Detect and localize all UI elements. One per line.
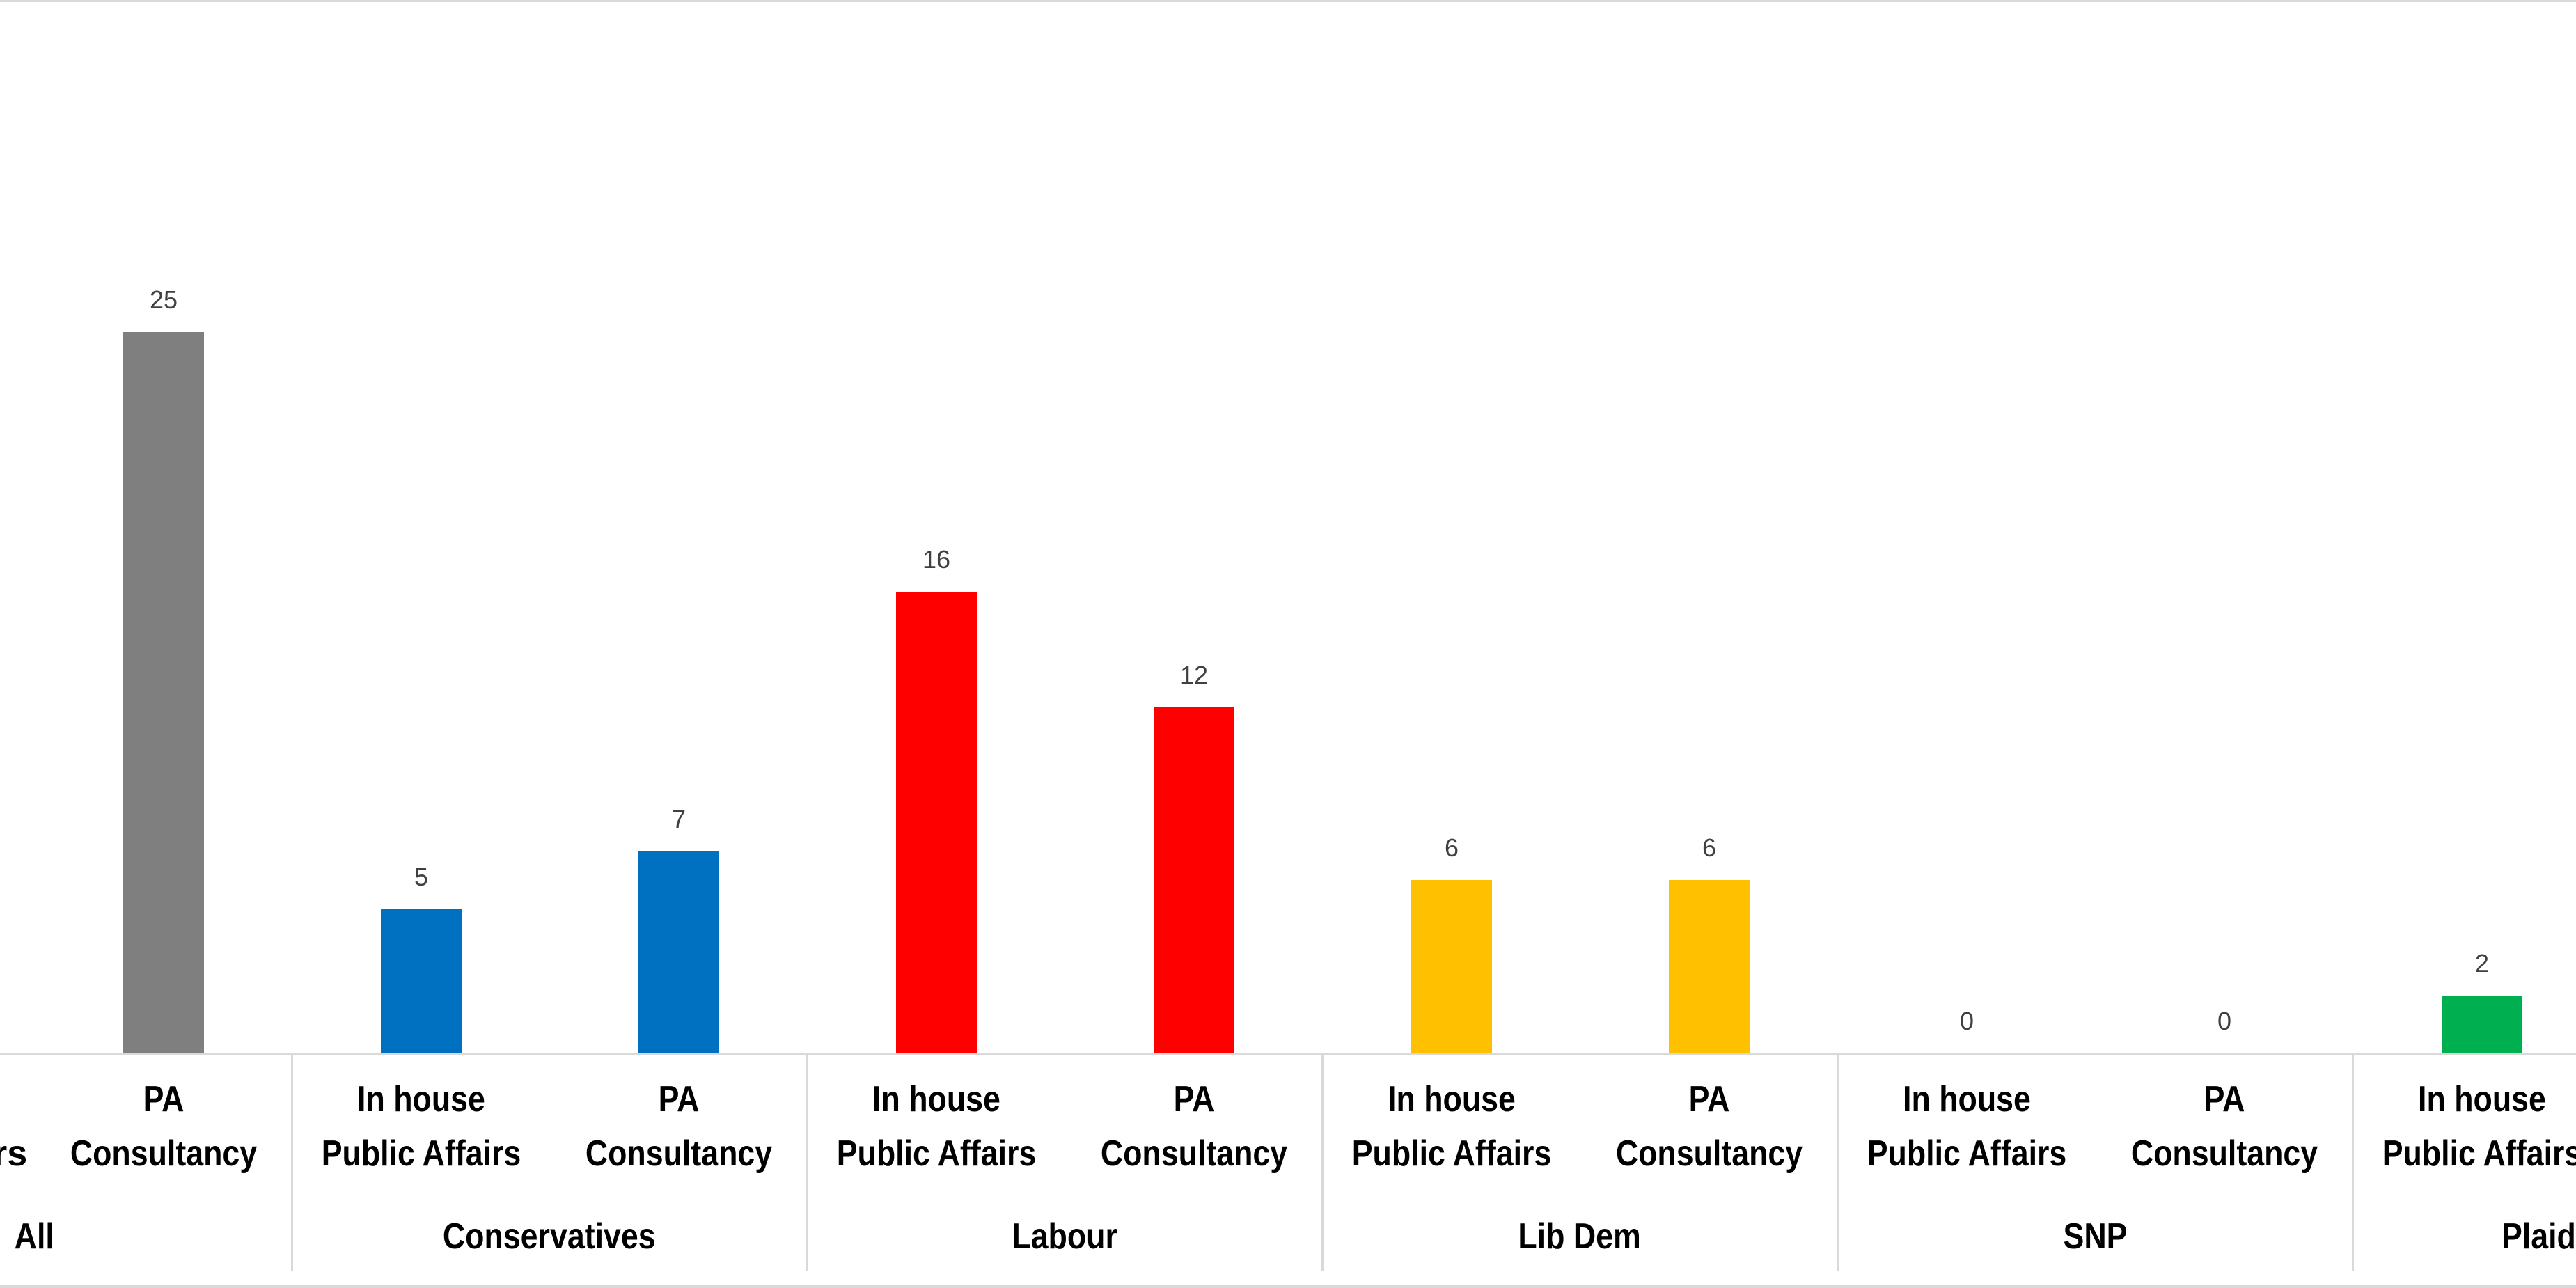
data-label: 0: [1959, 1007, 1974, 1035]
bar: [1669, 880, 1750, 1053]
group-label: Plaid: [2502, 1216, 2576, 1257]
group-label-text: All: [14, 1216, 54, 1257]
category-label-pa-consultancy: PA Consultancy: [550, 1072, 808, 1181]
group-label: Conservatives: [292, 1216, 807, 1257]
category-label-in-house: In house Public Affairs: [292, 1072, 550, 1181]
group-label-text: SNP: [2063, 1216, 2127, 1257]
group-label: SNP: [1837, 1216, 2353, 1257]
category-label-line2: Consultancy: [585, 1133, 773, 1174]
bar: [381, 909, 462, 1053]
data-label: 5: [414, 863, 429, 891]
chart-top-border: [0, 0, 2576, 2]
category-label-line1: PA: [2204, 1079, 2245, 1120]
data-label: 2: [2474, 949, 2490, 977]
category-label-line2: Public Affairs: [836, 1133, 1037, 1174]
data-label: 25: [149, 285, 178, 314]
category-label-line1: In house: [1388, 1079, 1516, 1120]
group-label-text: Labour: [1012, 1216, 1117, 1257]
category-label-line2: Consultancy: [70, 1133, 258, 1174]
group-label: All: [0, 1216, 292, 1257]
category-label-line2: rs: [0, 1133, 28, 1174]
group-separator: [1837, 1054, 1839, 1271]
data-label: 6: [1702, 833, 1717, 862]
category-label-line2: Public Affairs: [321, 1133, 521, 1174]
category-label-line2: Public Affairs: [1867, 1133, 2067, 1174]
data-label: 12: [1179, 661, 1209, 689]
group-label-text: Conservatives: [443, 1216, 656, 1257]
category-label-line1: In house: [357, 1079, 485, 1120]
group-separator: [806, 1054, 808, 1271]
category-label-line2: Consultancy: [2130, 1133, 2318, 1174]
category-label-line1: PA: [1173, 1079, 1215, 1120]
data-label: 16: [922, 545, 951, 574]
bar: [638, 851, 719, 1053]
category-label-pa-consultancy: PA Consultancy: [1065, 1072, 1323, 1181]
bar: [1411, 880, 1492, 1053]
category-label-pa-consultancy: PA Consultancy: [2096, 1072, 2353, 1181]
category-label-in-house: In house Public Affairs: [1838, 1072, 2096, 1181]
category-label-line1: In house: [872, 1079, 1000, 1120]
category-label-in-house: In house Public Affairs: [2353, 1072, 2576, 1181]
group-label-text: Plaid: [2502, 1216, 2576, 1257]
category-label-line2: Consultancy: [1615, 1133, 1803, 1174]
category-label-line2: Public Affairs: [1351, 1133, 1552, 1174]
category-label-line2: Consultancy: [1100, 1133, 1288, 1174]
group-separator: [291, 1054, 293, 1271]
category-label-clipped: rs: [0, 1126, 49, 1181]
group-separator: [2352, 1054, 2354, 1271]
category-label-in-house: In house Public Affairs: [808, 1072, 1065, 1181]
category-label-line1: In house: [1903, 1079, 2031, 1120]
category-label-pa-consultancy: PA Consultancy: [35, 1072, 292, 1181]
data-label: 0: [2217, 1007, 2232, 1035]
category-label-line2: Public Affairs: [2382, 1133, 2576, 1174]
data-label: 7: [671, 805, 686, 833]
bar: [1154, 707, 1234, 1053]
bar: [123, 332, 204, 1053]
bar: [896, 592, 977, 1053]
bar: [2442, 996, 2522, 1053]
x-axis-line: [0, 1053, 2576, 1055]
group-label: Labour: [807, 1216, 1322, 1257]
chart-bottom-border: [0, 1285, 2576, 1288]
category-label-line1: PA: [658, 1079, 700, 1120]
category-label-line1: In house: [2418, 1079, 2546, 1120]
category-label-pa-consultancy: PA Consultancy: [1580, 1072, 1838, 1181]
category-label-line1: PA: [1688, 1079, 1730, 1120]
group-label-text: Lib Dem: [1518, 1216, 1642, 1257]
data-label: 6: [1444, 833, 1459, 862]
category-label-line1: PA: [143, 1079, 184, 1120]
group-label: Lib Dem: [1322, 1216, 1837, 1257]
group-separator: [1321, 1054, 1324, 1271]
category-label-in-house: In house Public Affairs: [1323, 1072, 1580, 1181]
